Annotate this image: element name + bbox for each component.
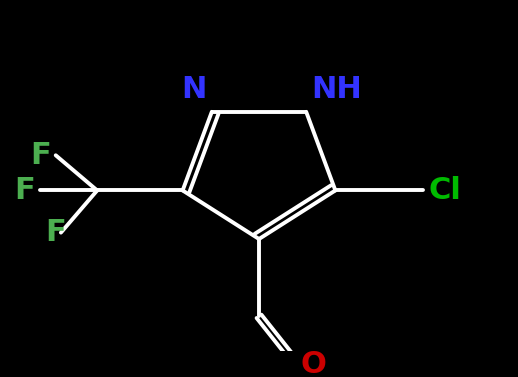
Text: NH: NH bbox=[311, 75, 362, 104]
Text: F: F bbox=[30, 141, 51, 170]
Text: O: O bbox=[300, 350, 326, 377]
Text: F: F bbox=[15, 176, 35, 205]
Text: Cl: Cl bbox=[428, 176, 462, 205]
Text: F: F bbox=[45, 218, 66, 247]
Text: N: N bbox=[181, 75, 207, 104]
